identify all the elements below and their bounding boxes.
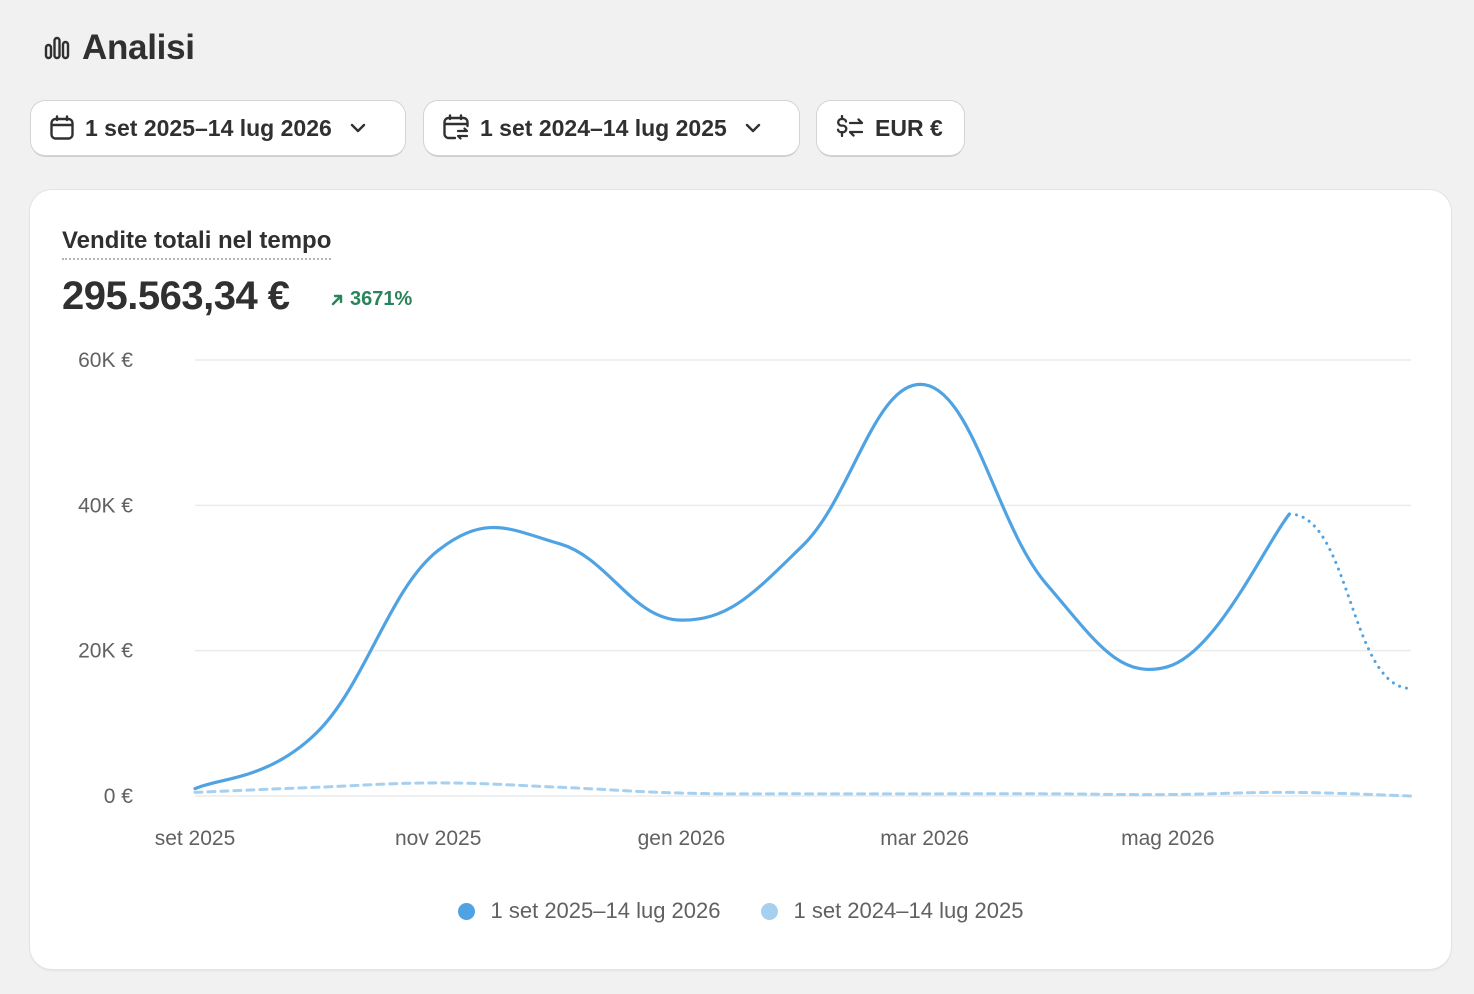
compare-range-button[interactable]: 1 set 2024–14 lug 2025 (424, 101, 799, 155)
currency-exchange-icon (835, 115, 865, 141)
y-tick-label: 0 € (104, 785, 134, 808)
chart-legend: 1 set 2025–14 lug 2026 1 set 2024–14 lug… (30, 898, 1451, 924)
metric-value: 295.563,34 € (62, 274, 290, 318)
legend-label-comparison: 1 set 2024–14 lug 2025 (793, 898, 1024, 923)
metric-title[interactable]: Vendite totali nel tempo (62, 226, 332, 260)
date-range-button[interactable]: 1 set 2025–14 lug 2026 (31, 101, 405, 155)
series-line-current[interactable] (193, 383, 1291, 791)
compare-range-label: 1 set 2024–14 lug 2025 (480, 114, 727, 141)
currency-label: EUR € (875, 114, 943, 141)
legend-dot-current (457, 902, 475, 920)
legend-item-comparison[interactable]: 1 set 2024–14 lug 2025 (760, 898, 1024, 924)
sales-over-time-card: 0 € 20K € 40K € 60K € set 2025 nov 2025 gen 2… (30, 190, 1451, 969)
page-title: Analisi (82, 28, 195, 67)
legend-item-current[interactable]: 1 set 2025–14 lug 2026 (457, 898, 721, 924)
page-header: Analisi (44, 26, 195, 70)
x-tick-label: mag 2026 (1121, 827, 1214, 850)
date-range-label: 1 set 2025–14 lug 2026 (85, 114, 332, 141)
metric-change-value: 3671% (350, 288, 413, 310)
metric-change-badge: 3671% (330, 288, 412, 311)
currency-button[interactable]: EUR € (817, 101, 964, 155)
series-line-current-partial[interactable] (1287, 512, 1413, 690)
legend-dot-comparison (760, 902, 778, 920)
x-tick-label: mar 2026 (880, 827, 969, 850)
sales-line-chart: 0 € 20K € 40K € 60K € set 2025 nov 2025 gen 2… (78, 349, 1413, 850)
x-tick-label: set 2025 (155, 827, 236, 850)
calendar-icon (49, 115, 75, 141)
bar-chart-icon (44, 35, 70, 61)
chevron-down-icon (348, 118, 368, 138)
x-tick-label: nov 2025 (395, 827, 481, 850)
legend-label-current: 1 set 2025–14 lug 2026 (490, 898, 721, 923)
y-tick-label: 20K € (78, 640, 133, 663)
series-line-comparison[interactable] (193, 781, 1413, 798)
y-tick-label: 40K € (78, 494, 133, 517)
arrow-up-right-icon (330, 293, 344, 307)
x-tick-label: gen 2026 (638, 827, 726, 850)
y-tick-label: 60K € (78, 349, 133, 372)
chevron-down-icon (743, 118, 763, 138)
calendar-compare-icon (442, 114, 470, 142)
